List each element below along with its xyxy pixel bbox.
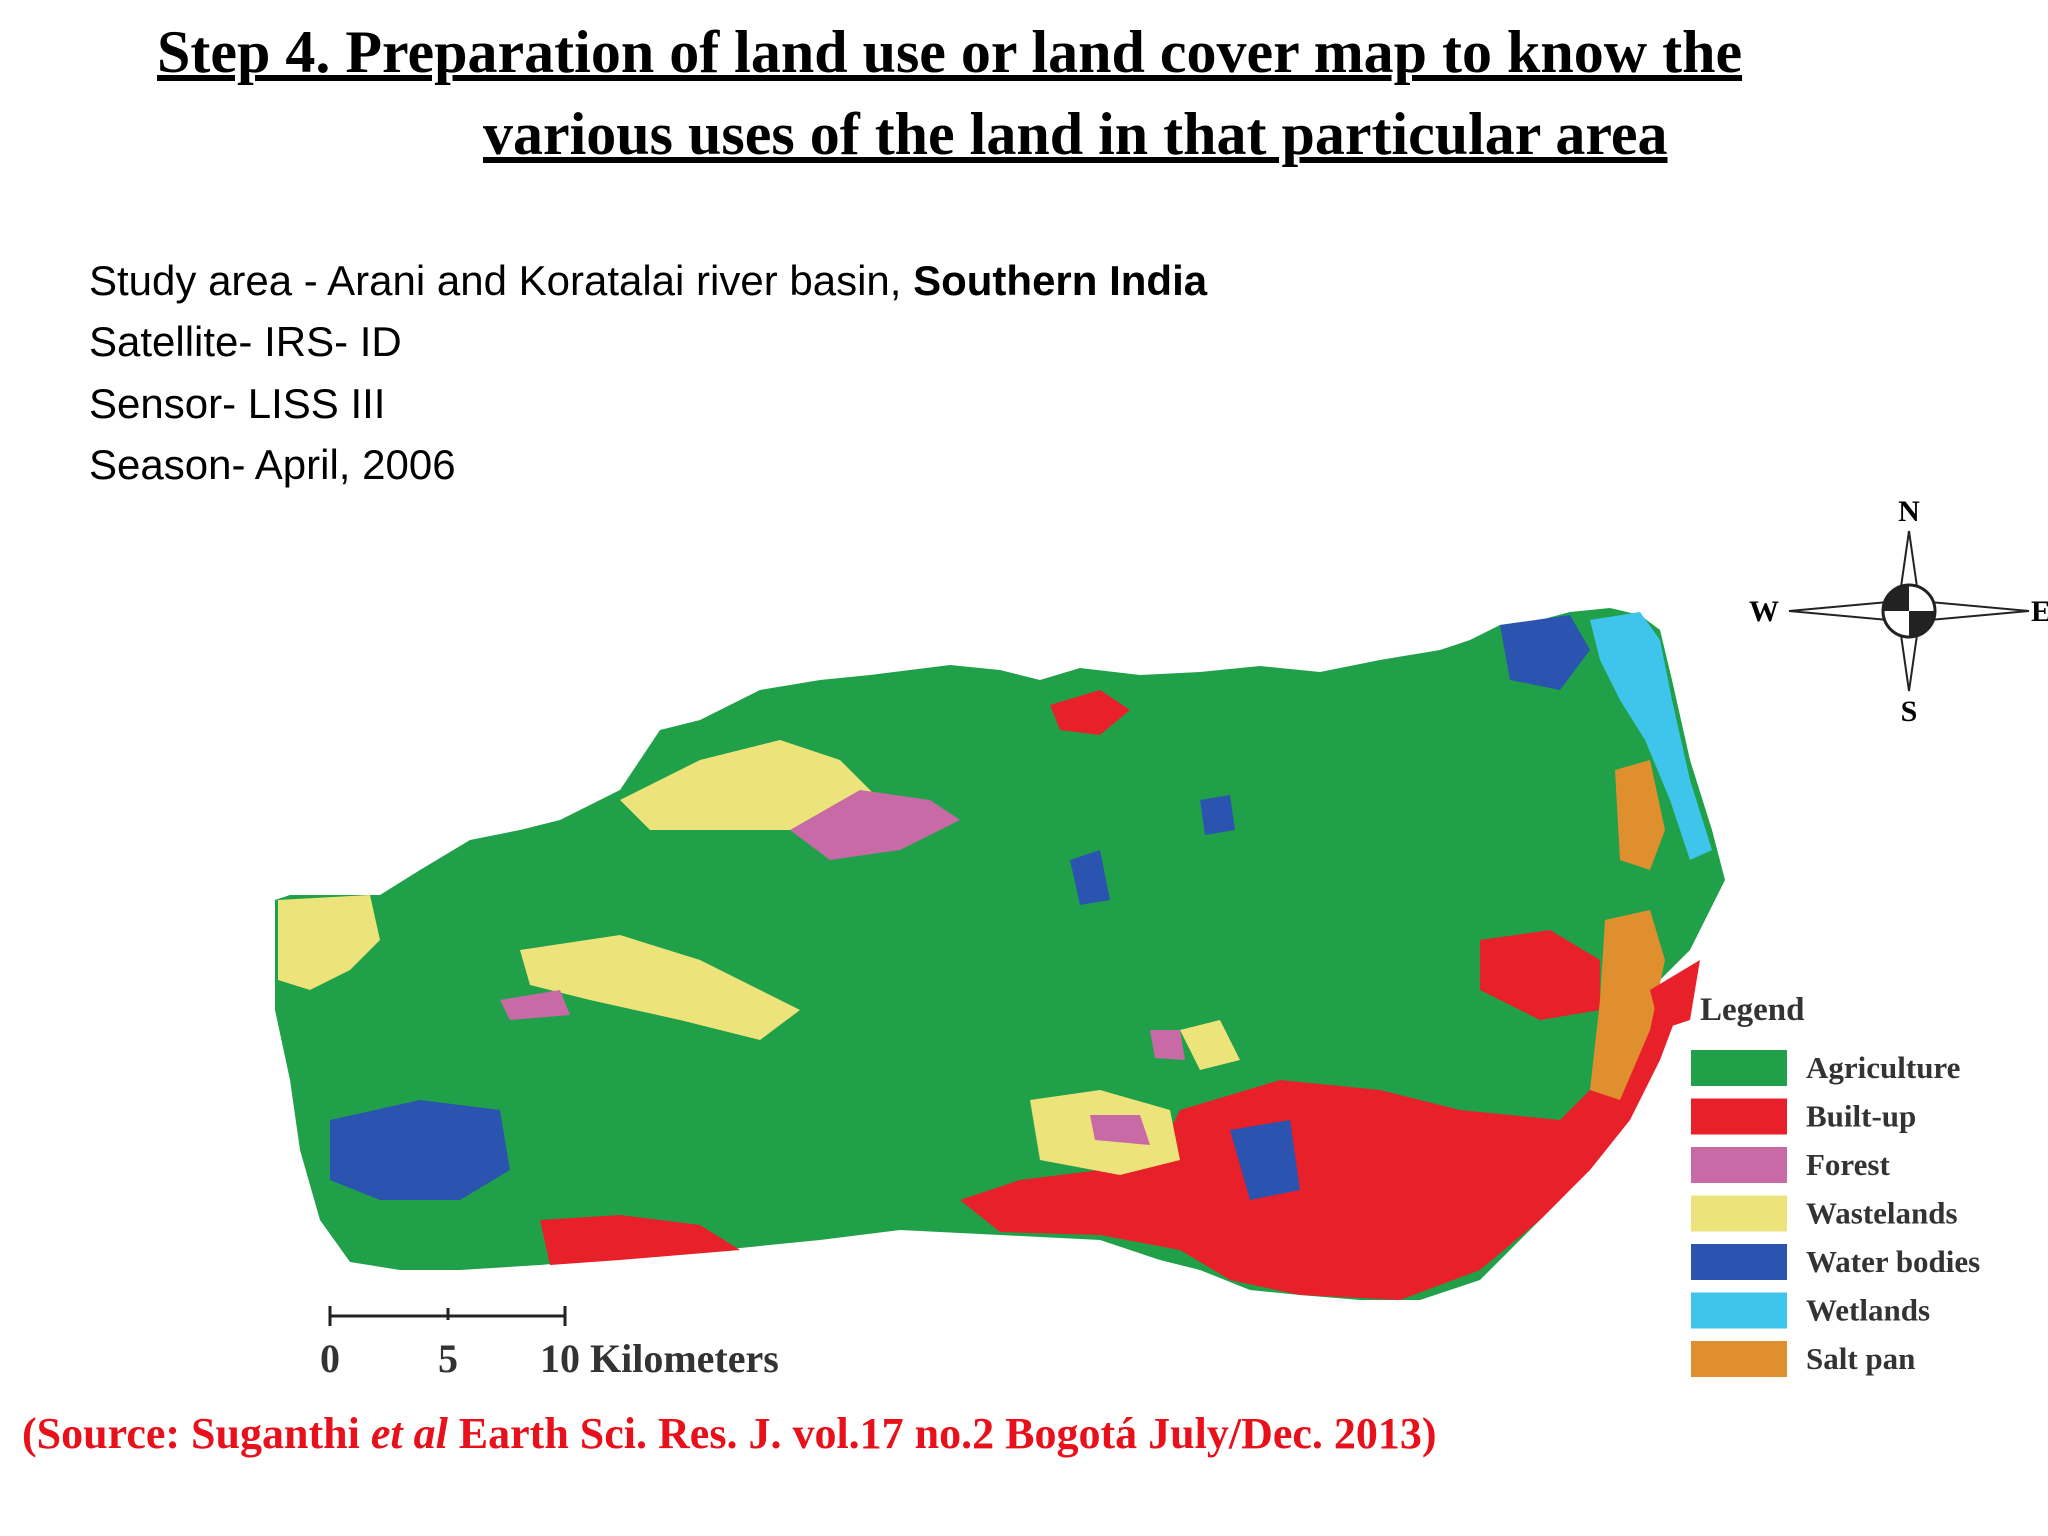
region xyxy=(330,1100,510,1200)
region xyxy=(1090,1115,1150,1145)
region xyxy=(540,1215,740,1265)
source-italic: et al xyxy=(371,1409,449,1458)
info-line: Sensor- LISS III xyxy=(89,380,385,427)
legend-swatch xyxy=(1691,1341,1787,1377)
source: (Source: Suganthi et al Earth Sci. Res. … xyxy=(22,1409,1437,1458)
scale-bar xyxy=(328,1306,567,1326)
compass-label: E xyxy=(2031,595,2048,628)
region xyxy=(1590,612,1712,860)
legend-swatch xyxy=(1691,1050,1787,1086)
region xyxy=(1200,795,1235,835)
compass-label: N xyxy=(1898,495,1920,528)
legend-label: Wetlands xyxy=(1806,1293,1930,1328)
legend-swatch xyxy=(1691,1147,1787,1183)
info-bold: Southern India xyxy=(913,257,1208,304)
land-use-map xyxy=(275,608,1725,1300)
region xyxy=(1590,910,1665,1100)
compass-label: S xyxy=(1901,695,1918,728)
legend: Agriculture Built-up Forest Wastelands Water… xyxy=(1691,1050,1980,1377)
source-text: (Source: Suganthi xyxy=(22,1409,371,1458)
region xyxy=(1070,850,1110,905)
legend-label: Agriculture xyxy=(1806,1050,1960,1085)
scale-label: 0 xyxy=(320,1336,340,1381)
scale-label: 5 xyxy=(438,1336,458,1381)
legend-swatch xyxy=(1691,1292,1787,1329)
region xyxy=(1500,615,1590,690)
compass-fill xyxy=(1883,585,1935,637)
region xyxy=(1615,760,1665,870)
legend-label: Forest xyxy=(1806,1147,1890,1182)
compass: N S W E xyxy=(1749,495,2048,728)
region xyxy=(1180,1020,1240,1070)
legend-label: Wastelands xyxy=(1806,1196,1958,1231)
region xyxy=(1050,690,1130,735)
title-line: various uses of the land in that particu… xyxy=(483,101,1668,167)
legend-swatch xyxy=(1691,1195,1787,1232)
scale-label: 10 Kilometers xyxy=(540,1336,779,1381)
info-line: Study area - Arani and Koratalai river b… xyxy=(89,257,1208,304)
region xyxy=(790,790,960,860)
region xyxy=(500,990,570,1020)
info-line: Satellite- IRS- ID xyxy=(89,318,402,365)
region xyxy=(278,895,380,990)
title-line: Step 4. Preparation of land use or land … xyxy=(157,19,1742,85)
region xyxy=(1480,930,1600,1020)
region xyxy=(960,980,1690,1300)
info-line: Season- April, 2006 xyxy=(89,441,456,488)
legend-swatch xyxy=(1691,1244,1787,1280)
region xyxy=(1150,1030,1185,1060)
legend-title: Legend xyxy=(1700,992,1805,1028)
compass-label: W xyxy=(1749,595,1779,628)
region xyxy=(520,935,800,1040)
region xyxy=(1230,1120,1300,1200)
region xyxy=(1650,960,1700,1030)
legend-label: Water bodies xyxy=(1806,1244,1980,1279)
legend-label: Built-up xyxy=(1806,1099,1916,1134)
legend-label: Salt pan xyxy=(1806,1341,1915,1376)
legend-swatch xyxy=(1691,1098,1787,1135)
info-text: Study area - Arani and Koratalai river b… xyxy=(89,257,913,304)
source-text: Earth Sci. Res. J. vol.17 no.2 Bogotá Ju… xyxy=(448,1409,1437,1458)
region xyxy=(620,740,880,830)
